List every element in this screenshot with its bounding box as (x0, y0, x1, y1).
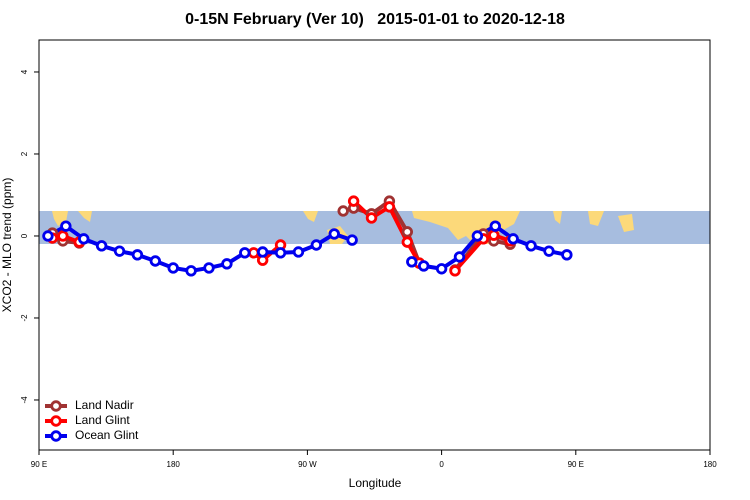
data-point (78, 233, 90, 245)
data-point (167, 262, 179, 274)
data-point (292, 246, 305, 258)
data-point (95, 240, 108, 252)
data-point (401, 226, 414, 238)
x-axis-label: Longitude (349, 476, 402, 490)
data-point (185, 265, 197, 277)
legend-marker (50, 400, 62, 412)
x-tick-label: 90 W (298, 460, 317, 469)
data-point (347, 195, 360, 207)
y-tick-label: 0 (20, 233, 29, 238)
data-point (221, 258, 233, 270)
x-tick-label: 90 E (31, 460, 47, 469)
data-point (113, 245, 126, 257)
data-point (449, 265, 461, 277)
data-point (328, 228, 340, 240)
data-point (203, 262, 215, 274)
data-point (418, 260, 430, 272)
data-point (525, 240, 537, 252)
data-point (248, 247, 260, 259)
y-axis-label: XCO2 - MLO trend (ppm) (0, 178, 14, 313)
legend-label: Land Nadir (75, 398, 134, 412)
x-tick-label: 180 (167, 460, 181, 469)
data-point (401, 236, 414, 248)
data-point (471, 230, 484, 242)
legend-label: Land Glint (75, 413, 130, 427)
legend-label: Ocean Glint (75, 428, 139, 442)
y-tick-label: 2 (20, 151, 29, 156)
data-point (239, 247, 251, 259)
data-point (60, 220, 72, 232)
data-point (488, 229, 500, 241)
data-point (274, 247, 287, 259)
y-tick-label: 4 (20, 69, 29, 74)
data-point (310, 239, 323, 251)
data-point (42, 230, 54, 242)
data-point (383, 201, 396, 213)
data-point (365, 212, 378, 224)
data-point (507, 233, 519, 245)
y-tick-label: -2 (20, 314, 29, 322)
x-tick-label: 90 E (568, 460, 584, 469)
data-point (256, 246, 269, 258)
data-point (406, 256, 418, 268)
data-point (453, 251, 466, 263)
legend-marker (50, 415, 62, 427)
chart-title: 0-15N February (Ver 10) 2015-01-01 to 20… (185, 11, 565, 28)
x-tick-label: 180 (703, 460, 717, 469)
data-point (131, 249, 144, 261)
y-tick-label: -4 (20, 396, 29, 404)
data-point (57, 230, 69, 242)
plot-frame (38, 39, 711, 451)
data-point (489, 220, 501, 232)
legend-marker (50, 430, 62, 442)
data-point (435, 263, 448, 275)
x-tick-label: 0 (439, 460, 444, 469)
data-point (543, 245, 555, 257)
data-point (337, 205, 349, 217)
data-point (346, 234, 358, 246)
data-point (149, 255, 162, 267)
data-point (561, 249, 573, 261)
